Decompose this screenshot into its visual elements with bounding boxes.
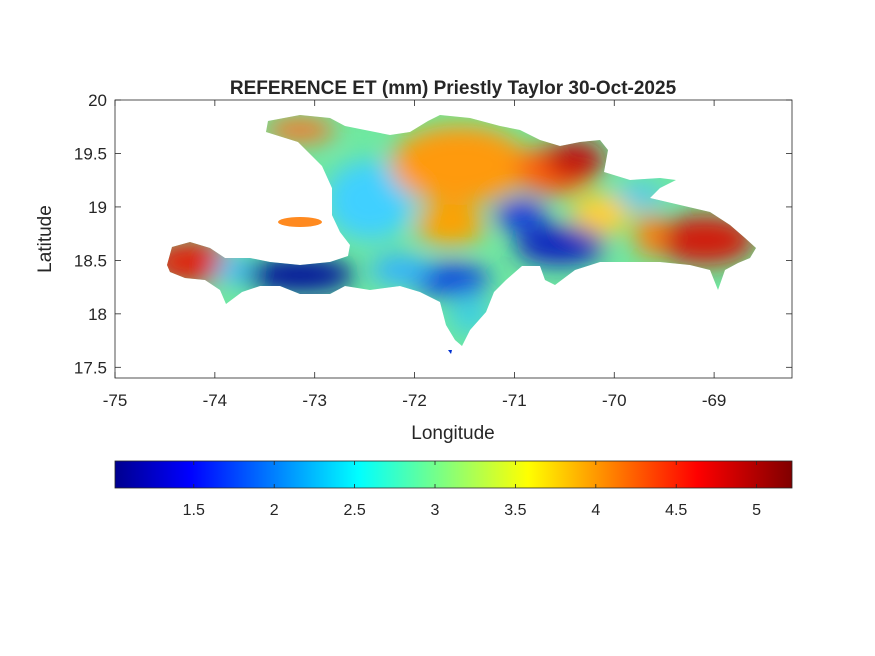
x-tick-label: -70 — [602, 391, 627, 410]
colorbar — [114, 460, 793, 489]
x-tick-label: -74 — [203, 391, 228, 410]
y-tick-label: 19.5 — [74, 144, 107, 163]
colorbar-tick-label: 2.5 — [343, 502, 365, 519]
y-tick-label: 18.5 — [74, 251, 107, 270]
colorbar-ticks: 1.5 2 2.5 3 3.5 4 4.5 5 — [183, 461, 761, 519]
x-axis: -75 -74 -73 -72 -71 -70 -69 — [103, 100, 727, 410]
colorbar-tick-label: 3 — [431, 502, 440, 519]
colorbar-tick-label: 4.5 — [665, 502, 687, 519]
gonave-island — [278, 217, 322, 227]
y-axis-label: Latitude — [35, 205, 56, 273]
colorbar-tick-label: 2 — [270, 502, 279, 519]
x-tick-label: -73 — [302, 391, 327, 410]
chart-title: REFERENCE ET (mm) Priestly Taylor 30-Oct… — [230, 78, 677, 99]
x-tick-label: -69 — [702, 391, 727, 410]
beata-island — [448, 350, 452, 354]
x-tick-label: -75 — [103, 391, 128, 410]
y-axis: 20 19.5 19 18.5 18 17.5 — [74, 91, 792, 377]
x-tick-label: -72 — [402, 391, 427, 410]
y-tick-label: 18 — [88, 305, 107, 324]
colorbar-tick-label: 4 — [591, 502, 600, 519]
colorbar-tick-label: 1.5 — [183, 502, 205, 519]
colorbar-tick-label: 3.5 — [504, 502, 526, 519]
y-tick-label: 19 — [88, 198, 107, 217]
y-tick-label: 17.5 — [74, 358, 107, 377]
colorbar-tick-label: 5 — [752, 502, 761, 519]
x-tick-label: -71 — [502, 391, 527, 410]
y-tick-label: 20 — [88, 91, 107, 110]
x-axis-label: Longitude — [411, 423, 494, 444]
